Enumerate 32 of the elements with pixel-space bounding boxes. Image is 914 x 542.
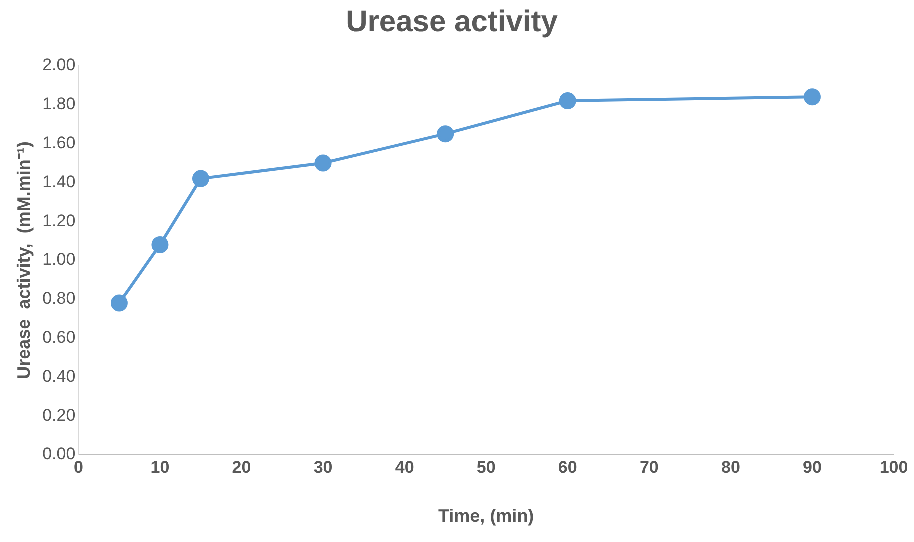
x-tick-label: 40: [395, 458, 414, 477]
point: [314, 154, 332, 172]
point: [804, 88, 821, 106]
x-tick-label: 60: [558, 458, 578, 477]
y-tick-label: 0.20: [42, 406, 76, 425]
x-tick-label: 90: [803, 458, 822, 477]
point: [192, 170, 210, 188]
x-tick-label: 70: [640, 458, 659, 477]
x-tick-label: 30: [314, 458, 333, 477]
point: [437, 126, 454, 143]
y-tick-label: 1.60: [42, 133, 76, 152]
y-axis-title: Urease activity, (mM.min⁻¹): [14, 142, 34, 380]
y-tick-label: 0.40: [42, 366, 76, 386]
x-axis-title: Time, (min): [438, 506, 534, 526]
point: [110, 294, 128, 312]
y-tick-label: 1.80: [42, 94, 76, 114]
x-tick-label: 80: [721, 458, 740, 477]
y-tick-label: 2.00: [42, 56, 76, 75]
y-tick-label: 1.20: [42, 211, 76, 230]
x-tick-label: 100: [880, 458, 908, 477]
y-tick-label: 0.80: [42, 289, 76, 308]
y-tick-label: 0.00: [42, 444, 76, 464]
y-tick-label: 0.60: [42, 328, 76, 347]
chart-title: Urease activity: [346, 5, 558, 38]
x-tick-label: 10: [150, 458, 170, 477]
point: [559, 92, 576, 110]
x-tick-label: 20: [232, 458, 252, 477]
x-tick-label: 0: [74, 458, 84, 477]
x-tick-label: 50: [476, 458, 496, 477]
y-tick-label: 1.00: [42, 250, 76, 270]
y-tick-label: 1.40: [42, 172, 76, 192]
point: [152, 236, 169, 254]
